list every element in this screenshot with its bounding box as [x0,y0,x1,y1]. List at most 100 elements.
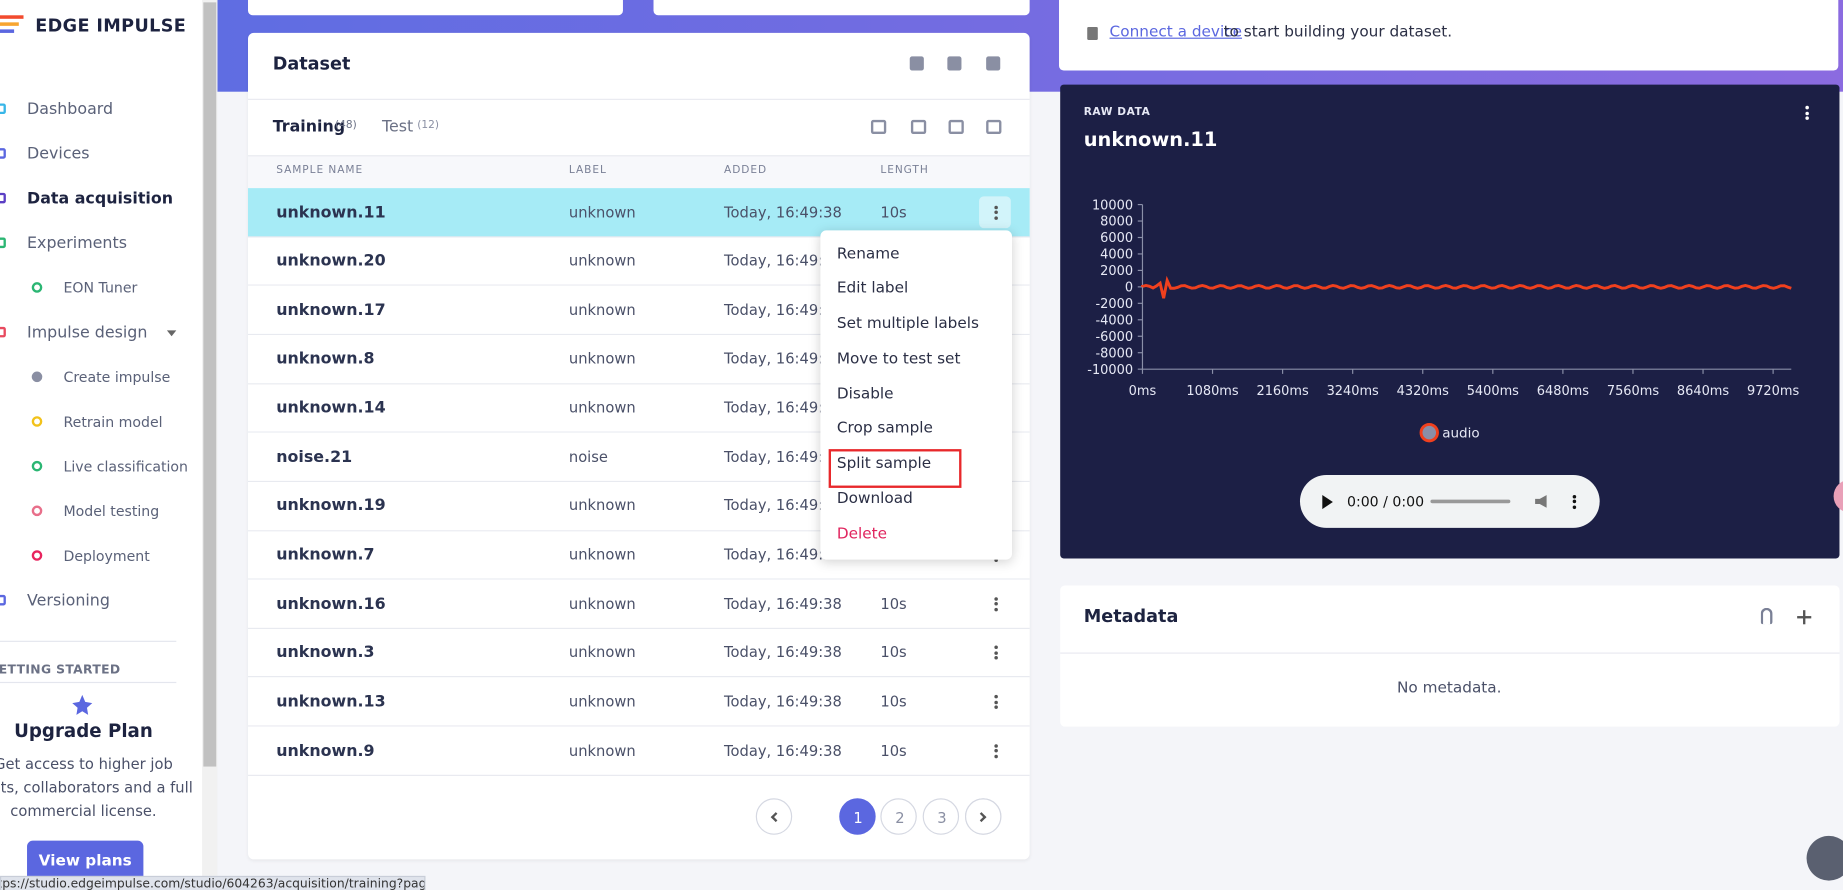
logo-bar [0,29,15,33]
y-tick-label: -4000 [1096,313,1134,328]
cell: Today, 16:49:38 [724,202,842,221]
volume-button[interactable] [1535,494,1547,508]
card [248,0,623,16]
page-button[interactable]: 3 [922,798,959,835]
table-row[interactable]: unknown.11 unknown Today, 16:49:38 10s [248,188,1030,238]
y-tick-label: 2000 [1100,264,1133,279]
toolbar-icon[interactable] [910,119,927,135]
toolbar-icon[interactable] [947,56,962,71]
menu-item[interactable]: Set multiple labels [836,315,979,333]
nav-item[interactable]: EON Tuner [63,279,138,297]
dataset-card: Dataset Training (48) Test (12) SAMPLE NAME LA… [248,32,1030,860]
side-button[interactable] [1833,479,1843,513]
toolbar-icon[interactable] [986,56,1001,71]
tab[interactable]: Test [381,117,414,137]
cell: Today, 16:49:38 [724,496,842,515]
chip-icon [1087,27,1098,40]
kebab-icon[interactable] [993,205,998,220]
nav-item[interactable]: Experiments [27,233,127,253]
nav-item[interactable]: Deployment [63,547,150,565]
nav-item[interactable]: Retrain model [63,413,163,431]
cell: unknown [568,692,636,711]
kebab-icon[interactable] [993,596,998,611]
cell: 10s [880,594,907,613]
play-button[interactable] [1322,494,1333,510]
nav-item[interactable]: Model testing [63,503,160,520]
toolbar-icon[interactable] [986,119,1002,135]
nav-item[interactable]: Dashboard [27,99,114,119]
cell: 10s [880,202,907,221]
dot [1572,504,1576,509]
nav-item[interactable]: Impulse design [27,323,148,343]
highlight-box [828,449,962,488]
divider [0,640,177,642]
kebab-icon[interactable] [1571,494,1576,509]
scrollbar-thumb[interactable] [203,2,217,767]
tab[interactable]: Training [272,117,346,137]
dot [993,743,998,748]
audio-player: 0:00 / 0:00 [1299,474,1600,528]
cell: 10s [880,741,907,760]
upgrade-text: commercial license. [10,801,157,820]
toolbar-icon[interactable] [948,119,964,135]
cell: unknown [568,202,636,221]
toolbar-icon[interactable] [909,56,924,71]
menu-item[interactable]: Rename [836,245,900,263]
cell: unknown [568,300,636,319]
cell: unknown [568,545,636,564]
dot [993,651,998,655]
add-icon-v[interactable] [1803,610,1806,625]
connect-link[interactable]: Connect a device [1109,23,1243,42]
dot [993,602,998,606]
kebab-icon[interactable] [993,645,998,660]
menu-item[interactable]: Crop sample [836,420,933,438]
cell: unknown.20 [276,251,386,271]
upgrade-text: limits, collaborators and a full [0,778,193,796]
dot [1804,111,1809,115]
column-header: LENGTH [880,164,929,177]
nav-item[interactable]: Data acquisition [27,189,174,209]
legend-marker [1419,422,1439,443]
section-label: GETTING STARTED [0,663,121,678]
table-row[interactable]: unknown.3 unknown Today, 16:49:38 10s [248,628,1030,678]
prev-page-button[interactable] [755,798,792,835]
card-title: Metadata [1083,605,1179,627]
nav-icon [31,416,43,427]
toolbar-icon[interactable] [870,119,887,135]
cell: unknown [568,398,636,417]
help-icon[interactable] [1760,607,1773,625]
nav-item[interactable]: Devices [27,144,90,164]
cell: unknown [568,594,636,613]
menu-item[interactable]: Move to test set [836,350,961,368]
nav-item[interactable]: Live classification [63,458,188,475]
cell: unknown.14 [276,398,386,418]
menu-item[interactable]: Split sample [836,454,932,473]
cell: unknown.11 [276,202,386,222]
help-button[interactable] [1806,835,1843,881]
menu-item[interactable]: Download [836,489,913,508]
tab-count: (12) [417,119,439,132]
page-button[interactable]: 2 [880,798,918,835]
x-tick-label: 8640ms [1677,384,1729,399]
dot [993,754,998,758]
kebab-icon[interactable] [993,743,998,758]
caret-icon[interactable] [166,330,177,337]
menu-item[interactable]: Delete [836,524,888,543]
nav-item[interactable]: Create impulse [63,369,171,386]
table-row[interactable]: unknown.9 unknown Today, 16:49:38 10s [248,726,1030,776]
nav-item[interactable]: Versioning [27,591,110,611]
dot [993,210,998,214]
table-row[interactable]: unknown.13 unknown Today, 16:49:38 10s [248,677,1030,727]
menu-item[interactable]: Edit label [836,280,909,298]
kebab-icon[interactable] [993,694,998,709]
column-header: ADDED [724,164,768,177]
page-button[interactable]: 1 [838,798,876,835]
cell: unknown [568,251,636,270]
next-page-button[interactable] [964,798,1001,835]
x-tick-label: 2160ms [1257,384,1309,399]
table-row[interactable]: unknown.16 unknown Today, 16:49:38 10s [248,579,1030,629]
progress-track[interactable] [1430,499,1511,504]
menu-item[interactable]: Disable [836,385,894,403]
kebab-icon[interactable] [1804,105,1809,120]
sidebar: EDGE IMPULSE Dashboard Devices Data acquisi… [0,0,203,890]
